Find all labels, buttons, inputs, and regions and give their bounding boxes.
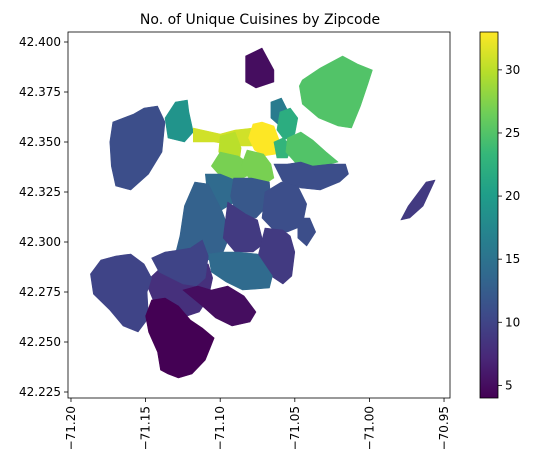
x-tick-label: −71.00 [362, 406, 376, 450]
y-tick-label: 42.400 [19, 35, 61, 49]
x-axis: −71.20 −71.15 −71.10 −71.05 −71.00 −70.95 [64, 398, 451, 450]
x-tick-label: −71.10 [213, 406, 227, 450]
region-hyde-park-south [145, 297, 215, 379]
y-axis: 42.225 42.250 42.275 42.300 42.325 42.350 42.3… [19, 35, 68, 399]
axes-frame [67, 31, 451, 399]
y-tick-label: 42.250 [19, 335, 61, 349]
x-tick-label: −71.20 [64, 406, 78, 450]
y-tick-label: 42.350 [19, 135, 61, 149]
colorbar-tick-label: 20 [505, 189, 520, 203]
colorbar-tick-label: 30 [505, 63, 520, 77]
colorbar-tick-label: 25 [505, 126, 520, 140]
y-tick-label: 42.300 [19, 235, 61, 249]
region-roxbury-south [222, 201, 264, 253]
y-tick-label: 42.275 [19, 285, 61, 299]
chart-title: No. of Unique Cuisines by Zipcode [140, 12, 380, 28]
y-tick-label: 42.225 [19, 385, 61, 399]
region-allston [164, 99, 194, 143]
region-downtown [276, 107, 299, 141]
region-dorchester-east [297, 217, 317, 247]
x-tick-label: −70.95 [437, 406, 451, 450]
map-regions [90, 47, 436, 379]
region-beacon-hill [248, 121, 281, 157]
x-tick-label: −71.05 [288, 406, 302, 450]
region-west-roxbury [151, 239, 209, 287]
colorbar-axis: 5 10 15 20 25 30 [498, 63, 520, 392]
region-winthrop-strip [400, 179, 436, 221]
region-west-roxbury-south [90, 253, 152, 333]
x-tick-label: −71.15 [139, 406, 153, 450]
colorbar [479, 31, 499, 399]
y-tick-label: 42.325 [19, 185, 61, 199]
colorbar-tick-label: 5 [505, 378, 513, 392]
y-tick-label: 42.375 [19, 85, 61, 99]
region-hyde-park [182, 285, 257, 327]
colorbar-tick-label: 10 [505, 315, 520, 329]
region-charlestown [245, 47, 275, 89]
region-allston-brighton [109, 105, 166, 191]
colorbar-tick-label: 15 [505, 252, 520, 266]
region-mattapan [208, 251, 273, 291]
region-east-boston [298, 55, 373, 129]
